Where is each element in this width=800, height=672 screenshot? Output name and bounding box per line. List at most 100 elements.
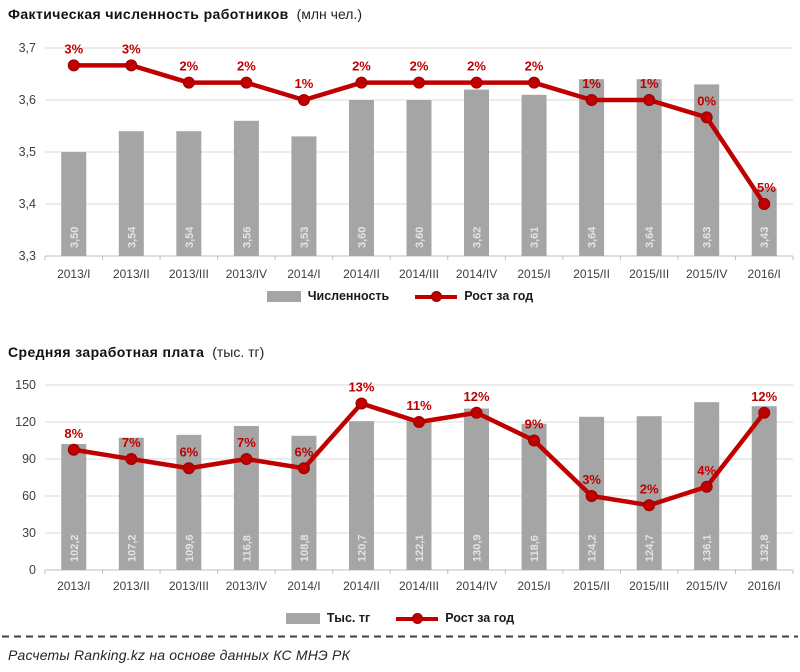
line-swatch-icon [415,290,458,302]
growth-marker [413,76,425,89]
growth-marker [355,76,368,89]
y-axis-label: 3,4 [18,197,36,211]
growth-marker [125,59,138,72]
employees-chart-title: Фактическая численность работников (млн … [8,6,362,22]
growth-marker [182,76,195,89]
chart-title-text: Средняя заработная плата [8,344,205,360]
bar-value-label: 102,2 [69,534,81,562]
bar [579,79,605,256]
growth-value-label: 7% [122,435,141,450]
bar-value-label: 3,62 [472,227,484,248]
growth-value-label: 2% [467,59,486,74]
x-axis-label: 2015/III [629,579,669,593]
bar [751,406,777,570]
legend-item-bar: Численность [266,289,390,303]
growth-value-label: 6% [179,444,198,459]
employees-y-axis: 3,7 3,6 3,5 3,4 3,3 [0,41,38,263]
bar-swatch-icon [285,612,320,624]
bar-value-label: 3,63 [702,227,714,248]
bar-value-label: 3,53 [299,227,311,248]
growth-marker [758,198,771,210]
x-axis-label: 2013/II [113,267,150,281]
growth-marker [297,94,310,106]
legend-label: Численность [307,289,390,303]
growth-marker [585,490,598,502]
x-axis-label: 2016/I [748,579,781,593]
growth-value-label: 2% [352,59,371,74]
growth-value-label: 1% [640,76,659,91]
bar [464,408,490,570]
bar [464,89,490,256]
bar [291,136,317,256]
x-axis-label: 2013/II [113,579,150,593]
growth-value-label: 1% [295,76,314,91]
chart-title-text: Фактическая численность работников [8,6,289,22]
growth-value-label: 2% [237,59,256,74]
growth-marker [67,59,80,72]
growth-marker [240,453,253,465]
x-axis-label: 2015/II [573,267,610,281]
growth-value-label: 2% [410,59,429,74]
x-axis-label: 2014/IV [456,267,497,281]
x-axis-label: 2014/III [399,267,439,281]
growth-marker [67,443,80,456]
x-axis-label: 2014/II [343,267,380,281]
bar-value-label: 3,60 [414,227,426,248]
chart-title-units: (млн чел.) [296,6,363,22]
legend-item-line: Рост за год [415,289,533,303]
bar [406,419,432,570]
growth-marker [413,416,425,428]
y-axis-label: 120 [15,415,36,429]
dashed-separator [2,635,798,638]
line-swatch-icon [396,612,439,624]
bar [233,120,259,256]
y-axis-label: 30 [22,526,36,540]
growth-value-label: 9% [525,417,544,432]
growth-marker [528,76,541,89]
growth-value-label: 1% [582,76,601,91]
bar-value-label: 120,7 [356,534,368,562]
growth-value-label: 0% [697,93,716,108]
bar [521,94,547,256]
x-axis-label: 2014/I [287,579,320,593]
x-axis-label: 2015/IV [686,579,727,593]
legend-label: Тыс. тг [326,611,371,625]
growth-value-label: 3% [64,41,83,56]
source-note: Расчеты Ranking.kz на основе данных КС М… [8,647,351,663]
y-axis-label: 3,3 [18,249,36,263]
growth-marker [355,397,368,410]
growth-value-label: 6% [295,444,314,459]
growth-marker [643,499,656,512]
growth-value-label: 2% [525,59,544,74]
x-axis-label: 2015/I [517,267,550,281]
bar-value-label: 3,60 [356,227,368,248]
growth-value-label: 12% [464,389,490,404]
growth-value-label: 7% [237,435,256,450]
x-axis-label: 2015/II [573,579,610,593]
bar [348,100,374,256]
bar-value-label: 132,8 [759,534,771,562]
bar-value-label: 124,2 [587,534,599,562]
growth-marker [528,434,541,447]
growth-marker [297,462,310,475]
bar [636,416,662,570]
bar-swatch-icon [266,290,301,302]
y-axis-label: 0 [29,563,36,577]
y-axis-label: 3,7 [18,41,36,55]
x-axis-label: 2015/IV [686,267,727,281]
employees-plot-area: 3,50 3,54 3,54 3,56 3,53 3,60 3,60 3,62 3,61 3,64… [44,41,794,281]
bar-value-label: 3,43 [759,227,771,248]
x-axis-label: 2014/IV [456,579,497,593]
x-axis-label: 2013/III [169,267,209,281]
bar [176,131,202,256]
y-axis-label: 90 [22,452,36,466]
growth-value-label: 3% [122,41,141,56]
x-axis-label: 2015/III [629,267,669,281]
bar-value-label: 122,1 [414,534,426,562]
bar-value-label: 3,54 [184,226,196,248]
bar-value-label: 116,8 [241,535,253,562]
x-axis-label: 2013/I [57,579,90,593]
growth-marker [758,406,771,419]
legend-label: Рост за год [445,611,515,625]
y-axis-label: 3,6 [18,93,36,107]
